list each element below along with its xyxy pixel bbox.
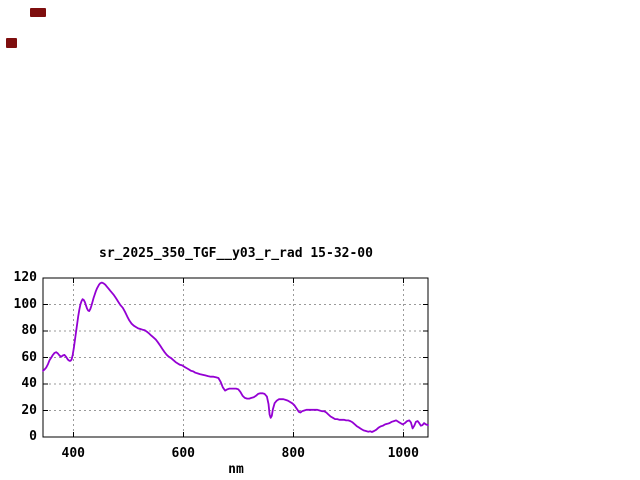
y-tick-label: 100 [13,296,37,312]
y-tick-label: 120 [13,270,37,285]
x-axis-title: nm [228,462,244,477]
data-curve [42,281,429,433]
y-tick-label: 0 [29,429,37,444]
x-tick-label: 400 [61,446,85,461]
x-tick-label: 1000 [387,446,419,461]
x-tick-label: 800 [281,446,305,461]
chart-title: sr_2025_350_TGF__y03_r_rad 15-32-00 [99,246,373,261]
x-tick-label: 600 [171,446,195,461]
y-tick-label: 80 [21,323,37,338]
y-tick-label: 40 [21,376,37,391]
y-tick-label: 20 [21,402,37,418]
red-artifact-mark-2 [6,38,17,48]
plot-border [42,277,429,438]
y-tick-label: 60 [21,349,37,365]
red-artifact-mark-1 [30,8,46,17]
